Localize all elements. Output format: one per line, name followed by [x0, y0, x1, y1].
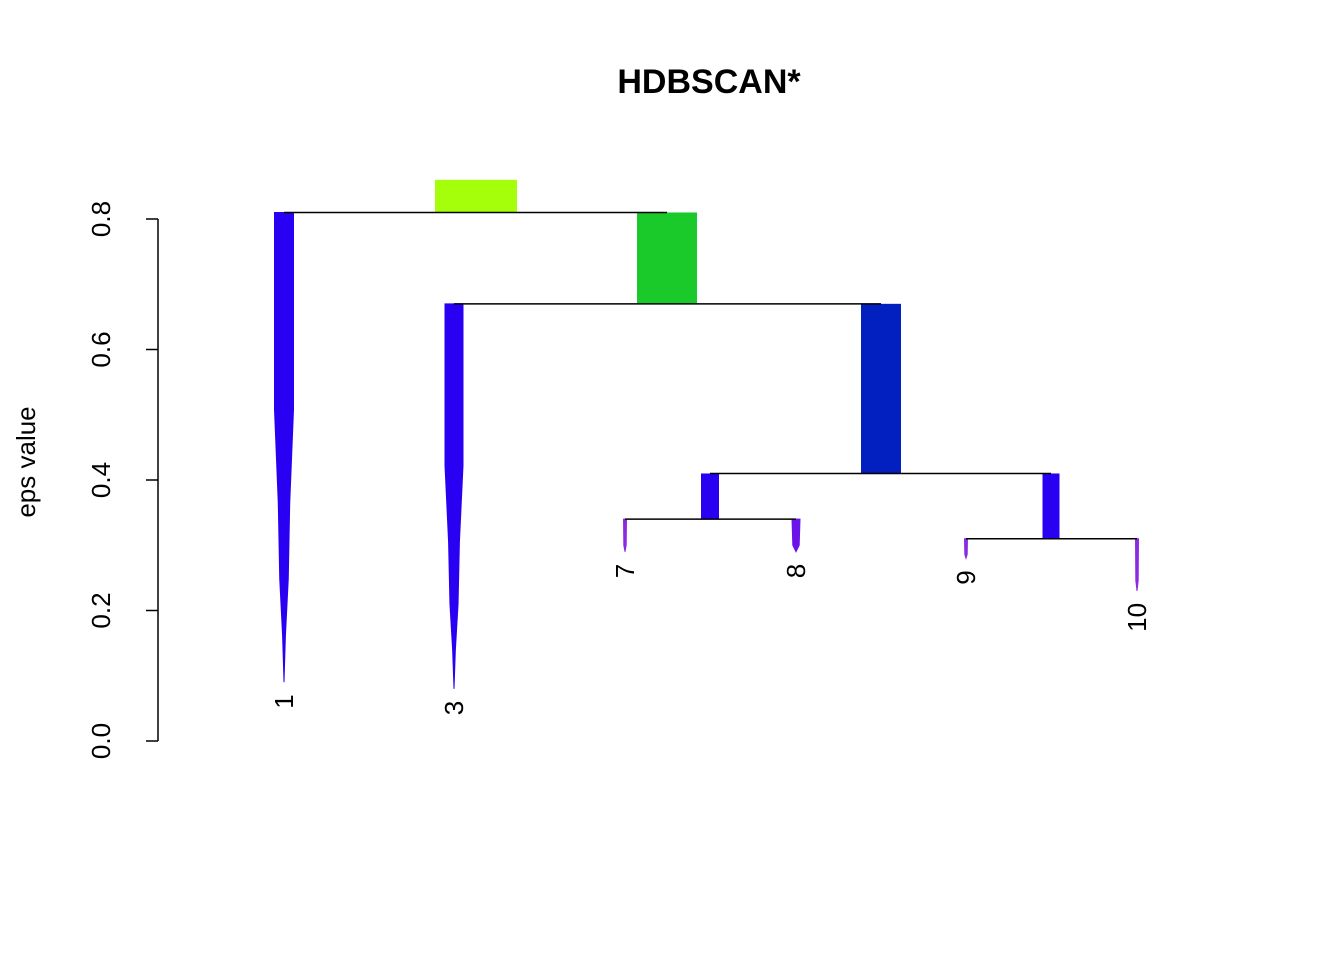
leaf-icicle-8	[791, 518, 801, 553]
chart-title: HDBSCAN*	[617, 63, 801, 101]
merge-links	[284, 211, 1137, 540]
cluster-stem-node-e-stem	[1042, 473, 1060, 539]
y-tick-label: 0.4	[86, 462, 116, 498]
y-tick-label: 0.6	[86, 331, 116, 367]
leaf-icicle-3	[444, 303, 464, 689]
leaf-labels: 1 3 7 8 9 10	[269, 564, 1152, 715]
leaf-label-3: 3	[439, 701, 469, 715]
leaf-label-10: 10	[1122, 603, 1152, 632]
cluster-stem-root-stub	[435, 179, 517, 213]
leaf-label-8: 8	[781, 564, 811, 578]
leaf-icicle-10	[1134, 538, 1140, 591]
cluster-stem-node-b-stem	[637, 212, 697, 304]
y-tick-label: 0.0	[86, 723, 116, 759]
y-tick-label: 0.2	[86, 592, 116, 628]
leaf-icicle-1	[274, 211, 294, 683]
leaf-label-1: 1	[269, 694, 299, 708]
y-axis: 0.0 0.2 0.4 0.6 0.8	[86, 201, 159, 759]
leaf-icicle-9	[963, 538, 969, 561]
leaf-label-9: 9	[951, 570, 981, 584]
cluster-stems	[274, 179, 1140, 689]
cluster-stem-node-d-stem	[701, 473, 719, 520]
leaf-icicle-7	[622, 518, 628, 552]
y-tick-label: 0.8	[86, 201, 116, 237]
y-axis-label: eps value	[11, 406, 41, 517]
cluster-stem-node-c-stem	[861, 303, 901, 474]
leaf-label-7: 7	[610, 564, 640, 578]
